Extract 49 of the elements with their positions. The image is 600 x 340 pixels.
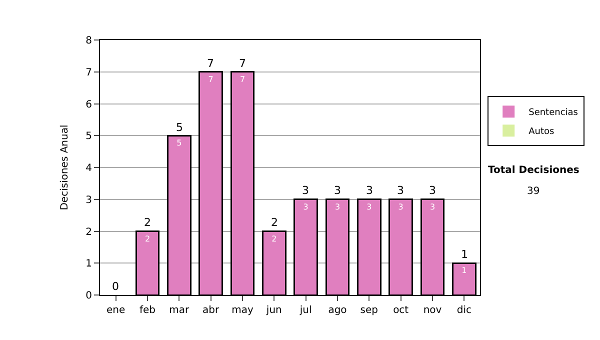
total-label: 3 — [334, 184, 341, 197]
total-label: 7 — [239, 57, 246, 70]
data-label: 3 — [430, 202, 436, 212]
total-label: 3 — [397, 184, 404, 197]
x-tick-label: mar — [169, 305, 190, 316]
x-tick-label: nov — [423, 305, 442, 316]
y-tick-label: 1 — [86, 258, 92, 270]
total-label: 1 — [461, 248, 468, 261]
data-label: 1 — [462, 266, 467, 276]
x-tick-label: abr — [202, 305, 220, 316]
total-label: 0 — [112, 280, 119, 293]
total-label: 3 — [366, 184, 373, 197]
data-label: 3 — [334, 202, 340, 212]
y-tick-label: 8 — [86, 36, 92, 46]
text: Total Decisiones — [488, 165, 580, 176]
x-tick-label: jul — [298, 305, 312, 316]
y-tick-label: 5 — [86, 131, 92, 142]
y-axis-title: Decisiones Anual — [60, 124, 71, 210]
x-tick-label: feb — [139, 305, 156, 316]
y-tick-label: 3 — [86, 194, 92, 206]
y-tick-label: 4 — [86, 163, 92, 174]
data-label: 5 — [176, 138, 182, 148]
data-label: 7 — [240, 74, 246, 84]
total-label: 2 — [271, 216, 278, 229]
total-label: 5 — [176, 121, 183, 134]
x-tick-label: oct — [393, 305, 409, 316]
total-label: 7 — [207, 57, 214, 70]
data-label: 2 — [272, 234, 277, 244]
x-tick-label: dic — [456, 305, 472, 316]
x-tick-label: ago — [328, 305, 347, 316]
data-label: 3 — [366, 202, 372, 212]
x-tick-label: jun — [265, 305, 282, 316]
y-tick-label: 6 — [86, 99, 92, 110]
total-label: 3 — [429, 184, 436, 197]
y-tick-label: 7 — [86, 67, 92, 78]
data-label: 3 — [398, 202, 404, 212]
data-label: 2 — [144, 234, 150, 244]
data-label: 3 — [303, 202, 308, 212]
x-tick-label: ene — [106, 305, 126, 316]
text: 39 — [527, 186, 540, 197]
legend-label: Autos — [528, 127, 554, 138]
y-tick-label: 2 — [86, 226, 92, 238]
x-tick-label: may — [232, 305, 254, 316]
y-tick-label: 0 — [86, 290, 92, 302]
total-label: 3 — [302, 184, 309, 197]
data-label: 7 — [208, 74, 214, 84]
legend-label: Sentencias — [528, 108, 578, 118]
x-tick-label: sep — [360, 305, 378, 316]
total-label: 2 — [144, 216, 151, 229]
